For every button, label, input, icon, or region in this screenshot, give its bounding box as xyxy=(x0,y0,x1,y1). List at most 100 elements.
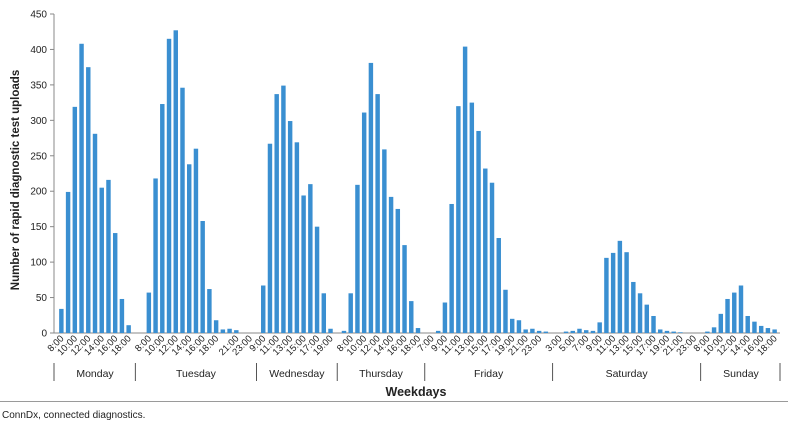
bar xyxy=(72,106,78,333)
bar xyxy=(617,240,623,333)
day-label: Tuesday xyxy=(176,368,217,380)
bar xyxy=(193,148,199,333)
bar xyxy=(469,102,475,333)
bar xyxy=(435,330,441,333)
bar xyxy=(227,328,232,333)
bar xyxy=(577,328,582,333)
bar xyxy=(530,328,535,333)
bar xyxy=(234,330,239,333)
bar xyxy=(382,149,387,333)
bar xyxy=(65,191,71,333)
bar xyxy=(503,289,508,333)
bar xyxy=(570,330,575,333)
bar xyxy=(476,130,481,333)
bar xyxy=(584,330,589,333)
bar xyxy=(705,331,710,333)
y-tick-label: 0 xyxy=(41,329,47,340)
bar xyxy=(664,330,670,333)
caption-divider xyxy=(0,401,788,402)
bar xyxy=(590,330,596,333)
bar xyxy=(597,322,602,333)
y-axis-title: Number of rapid diagnostic test uploads xyxy=(10,70,22,290)
y-tick-label: 350 xyxy=(30,80,47,91)
bar xyxy=(186,164,192,333)
bar xyxy=(361,112,367,333)
y-tick-label: 450 xyxy=(30,10,47,21)
bar xyxy=(314,226,320,333)
y-tick-label: 300 xyxy=(30,116,47,127)
bar xyxy=(604,257,609,333)
bar xyxy=(119,298,125,333)
bar xyxy=(631,281,636,333)
bar xyxy=(449,203,454,333)
bar xyxy=(644,304,649,333)
bar xyxy=(341,330,347,333)
bar xyxy=(375,94,380,333)
bar xyxy=(166,38,172,334)
bar xyxy=(86,67,91,334)
bar xyxy=(160,104,165,333)
bar xyxy=(732,292,737,333)
bar xyxy=(536,330,542,333)
day-label: Monday xyxy=(76,368,114,380)
bar xyxy=(368,62,374,333)
bar xyxy=(388,196,394,333)
bar xyxy=(79,43,84,334)
x-axis-title: Weekdays xyxy=(386,385,447,399)
bar xyxy=(624,252,629,333)
bars xyxy=(59,30,777,334)
bar xyxy=(678,332,683,333)
bar xyxy=(563,331,569,333)
day-label: Sunday xyxy=(723,368,759,380)
bar xyxy=(173,30,178,334)
figure-caption: ConnDx, connected diagnostics. xyxy=(2,410,146,421)
bar xyxy=(523,329,528,333)
bar xyxy=(725,298,730,333)
x-axis: 8:0010:0012:0014:0016:0018:00Monday8:001… xyxy=(46,333,781,381)
bar xyxy=(99,187,104,333)
bar xyxy=(758,325,764,333)
bar xyxy=(543,331,549,333)
bar xyxy=(301,195,306,333)
bar xyxy=(112,233,118,333)
bar xyxy=(765,328,771,333)
bar xyxy=(348,293,353,333)
bar xyxy=(752,321,757,333)
bar xyxy=(711,327,717,333)
y-tick-label: 100 xyxy=(30,258,47,269)
bar xyxy=(220,329,226,333)
bar xyxy=(180,87,185,333)
bar xyxy=(658,329,663,333)
day-label: Friday xyxy=(474,368,504,380)
day-label: Saturday xyxy=(606,368,649,380)
bar xyxy=(483,168,488,333)
bar xyxy=(409,301,414,333)
bar xyxy=(281,85,286,333)
bar xyxy=(456,106,461,333)
bar xyxy=(395,208,401,333)
bar xyxy=(738,285,744,333)
bar xyxy=(153,178,158,333)
bar xyxy=(651,315,656,333)
day-label: Thursday xyxy=(359,368,404,380)
bar xyxy=(462,46,468,334)
bar xyxy=(402,245,407,333)
bar xyxy=(671,331,676,333)
bar xyxy=(92,133,98,333)
bar xyxy=(308,184,313,333)
bar xyxy=(610,252,616,333)
bar xyxy=(200,221,205,333)
bar xyxy=(267,143,273,333)
bar xyxy=(261,285,266,333)
bar xyxy=(516,320,522,333)
y-tick-label: 150 xyxy=(30,222,47,233)
bar xyxy=(294,142,300,333)
bar xyxy=(274,94,279,333)
bar xyxy=(355,184,360,333)
bar xyxy=(772,329,777,333)
bar xyxy=(287,121,293,333)
y-tick-label: 50 xyxy=(36,293,48,304)
bar xyxy=(496,238,501,333)
bar xyxy=(637,293,643,333)
bar xyxy=(59,308,64,333)
